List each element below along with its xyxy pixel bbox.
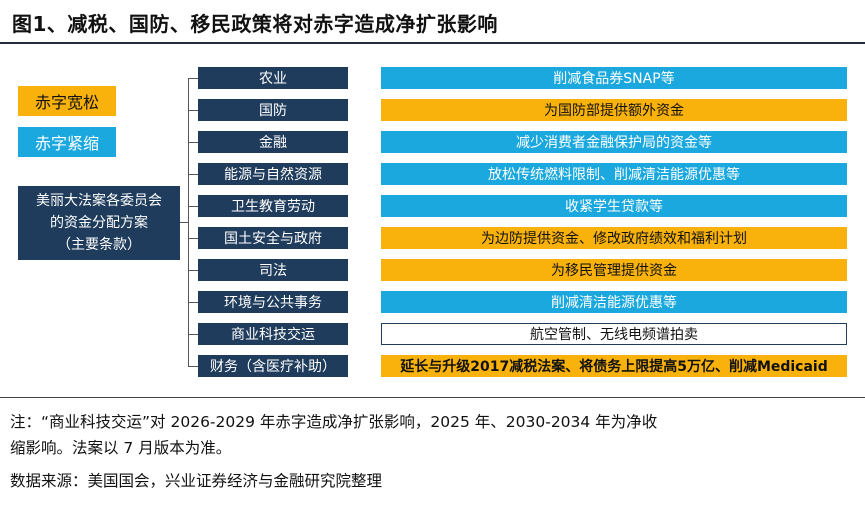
tree-root-connector: [180, 222, 189, 223]
root-node: 美丽大法案各委员会 的资金分配方案 （主要条款）: [18, 186, 180, 260]
branch-line: [188, 142, 198, 143]
legend-deficit-loose: 赤字宽松: [18, 86, 116, 116]
branch-line: [188, 302, 198, 303]
impact-box: 为移民管理提供资金: [381, 259, 847, 281]
category-box: 金融: [198, 131, 348, 153]
impact-box: 延长与升级2017减税法案、将债务上限提高5万亿、削减Medicaid: [381, 355, 847, 377]
top-rule: [0, 42, 865, 44]
category-box: 财务（含医疗补助）: [198, 355, 348, 377]
branch-line: [188, 334, 198, 335]
category-box: 商业科技交运: [198, 323, 348, 345]
impact-box: 减少消费者金融保护局的资金等: [381, 131, 847, 153]
branch-line: [188, 110, 198, 111]
category-box: 国防: [198, 99, 348, 121]
figure-title: 图1、减税、国防、移民政策将对赤字造成净扩张影响: [12, 12, 498, 36]
branch-line: [188, 206, 198, 207]
category-box: 司法: [198, 259, 348, 281]
note-line-2: 缩影响。法案以 7 月版本为准。: [10, 439, 232, 457]
branch-line: [188, 174, 198, 175]
category-box: 农业: [198, 67, 348, 89]
impact-box: 削减清洁能源优惠等: [381, 291, 847, 313]
root-line-2: 的资金分配方案: [50, 215, 148, 231]
category-box: 环境与公共事务: [198, 291, 348, 313]
legend-deficit-tight: 赤字紧缩: [18, 127, 116, 157]
impact-box: 收紧学生贷款等: [381, 195, 847, 217]
impact-box: 为边防提供资金、修改政府绩效和福利计划: [381, 227, 847, 249]
bottom-rule: [0, 397, 865, 398]
root-line-3: （主要条款）: [57, 237, 141, 253]
branch-line: [188, 78, 198, 79]
note-line-1: 注：“商业科技交运”对 2026-2029 年赤字造成净扩张影响，2025 年、…: [10, 413, 658, 431]
branch-line: [188, 238, 198, 239]
impact-box: 放松传统燃料限制、削减清洁能源优惠等: [381, 163, 847, 185]
root-line-1: 美丽大法案各委员会: [36, 193, 162, 209]
category-box: 能源与自然资源: [198, 163, 348, 185]
category-box: 卫生教育劳动: [198, 195, 348, 217]
branch-line: [188, 366, 198, 367]
category-box: 国土安全与政府: [198, 227, 348, 249]
source-note: 数据来源：美国国会，兴业证券经济与金融研究院整理: [10, 472, 383, 490]
impact-box: 削减食品券SNAP等: [381, 67, 847, 89]
branch-line: [188, 270, 198, 271]
impact-box: 航空管制、无线电频谱拍卖: [381, 323, 847, 345]
impact-box: 为国防部提供额外资金: [381, 99, 847, 121]
